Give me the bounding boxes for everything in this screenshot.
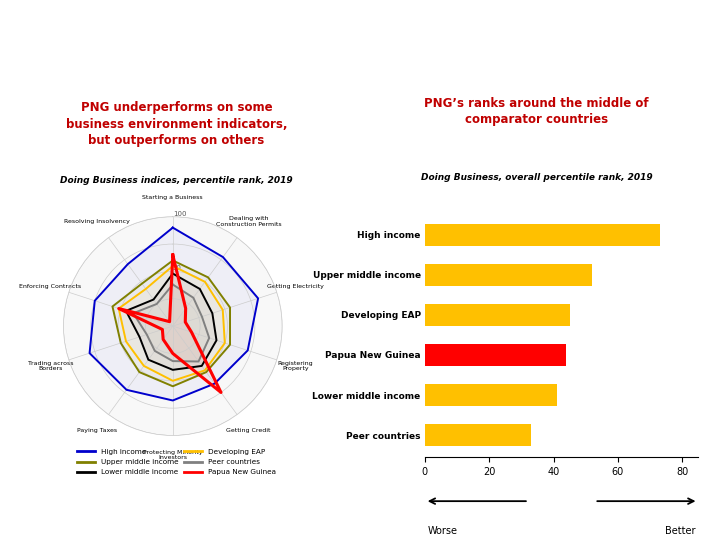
Bar (425, 224, 660, 246)
Text: Doing Business indicators compare well,
but limited reliability in the PNG conte: Doing Business indicators compare well, … (145, 25, 575, 69)
Bar (425, 424, 531, 446)
Text: Worse: Worse (428, 525, 457, 536)
Text: Doing Business indices, percentile rank, 2019: Doing Business indices, percentile rank,… (60, 176, 293, 185)
Bar (425, 344, 567, 366)
Text: Better: Better (665, 525, 696, 536)
Text: PNG underperforms on some
business environment indicators,
but outperforms on ot: PNG underperforms on some business envir… (66, 102, 287, 147)
Bar (425, 264, 592, 286)
Text: Doing Business, overall percentile rank, 2019: Doing Business, overall percentile rank,… (420, 173, 652, 182)
Text: PNG’s ranks around the middle of
comparator countries: PNG’s ranks around the middle of compara… (424, 97, 649, 126)
Text: WORLD BANK GROUP: WORLD BANK GROUP (83, 508, 243, 521)
Legend: High income, Upper middle income, Lower middle income, Developing EAP, Peer coun: High income, Upper middle income, Lower … (74, 446, 279, 478)
Bar (425, 304, 570, 326)
Bar (425, 384, 557, 406)
